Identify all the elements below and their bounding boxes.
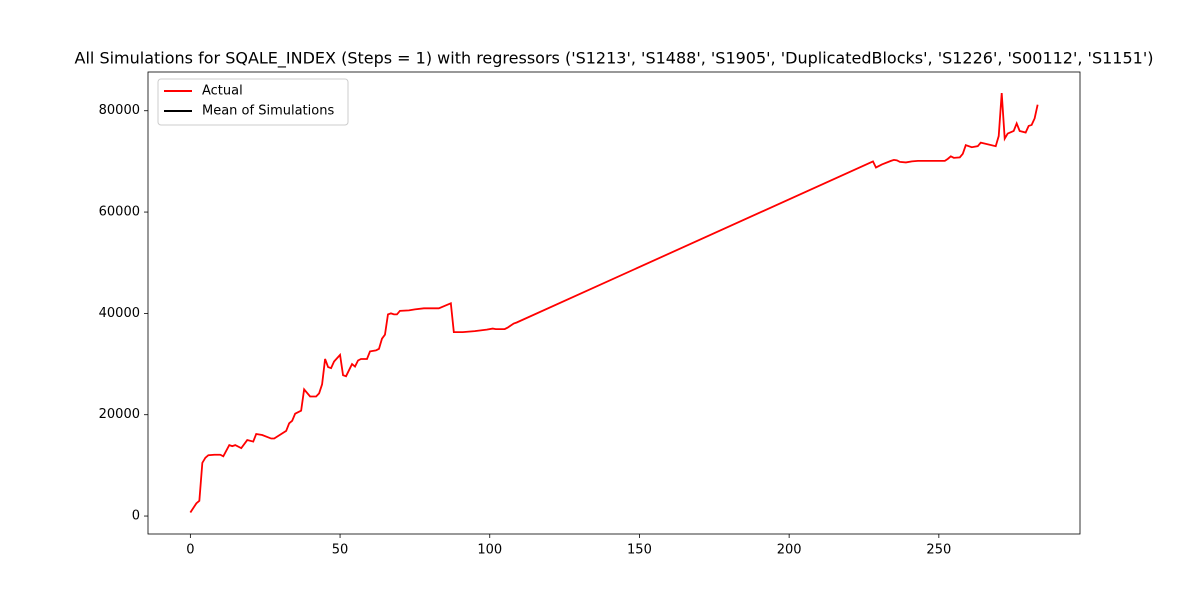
x-tick-label: 200	[777, 543, 802, 558]
legend-label: Actual	[202, 84, 243, 99]
legend-box	[157, 78, 349, 126]
legend-label: Mean of Simulations	[202, 104, 334, 119]
x-tick-label: 100	[477, 543, 502, 558]
x-tick-label: 50	[332, 543, 349, 558]
x-tick-label: 150	[627, 543, 652, 558]
chart-title: All Simulations for SQALE_INDEX (Steps =…	[75, 49, 1154, 69]
data-line	[189, 92, 1039, 513]
x-tick-label: 250	[926, 543, 951, 558]
y-tick-label: 60000	[99, 205, 140, 220]
y-tick-label: 20000	[99, 407, 140, 422]
y-tick-label: 0	[132, 509, 140, 524]
y-tick-label: 40000	[99, 306, 140, 321]
y-tick-label: 80000	[99, 103, 140, 118]
plot-frame	[147, 71, 1081, 535]
x-tick-label: 0	[186, 543, 194, 558]
